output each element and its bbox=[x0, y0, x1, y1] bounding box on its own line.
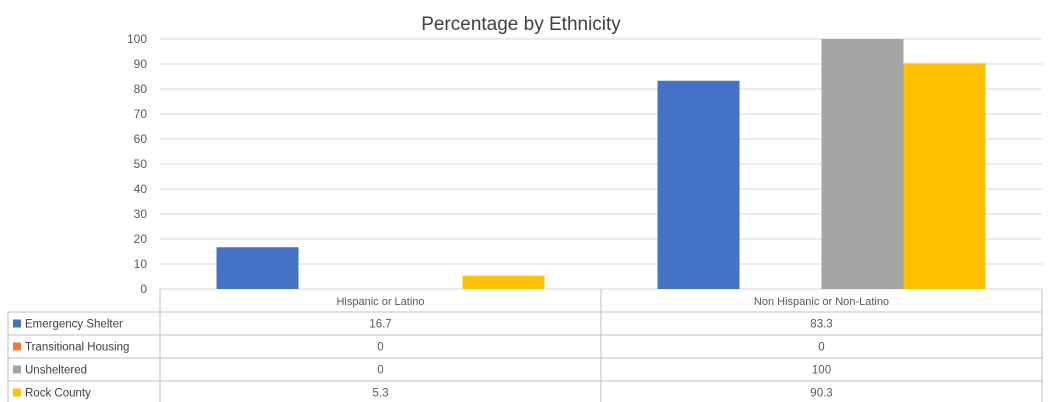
data-label: 0 bbox=[377, 365, 383, 377]
y-axis: 0 10 20 30 40 50 60 70 80 90 100 bbox=[127, 32, 147, 296]
y-tick-label: 50 bbox=[134, 157, 148, 171]
y-tick-label: 70 bbox=[134, 107, 148, 121]
legend-swatch bbox=[13, 319, 21, 328]
legend-label: Unsheltered bbox=[25, 365, 87, 377]
data-label: 16.7 bbox=[369, 319, 391, 331]
legend-label: Transitional Housing bbox=[25, 342, 129, 354]
legend-label: Rock County bbox=[25, 388, 91, 400]
data-table: Hispanic or Latino Non Hispanic or Non-La… bbox=[7, 289, 1043, 402]
bar-emergency-shelter bbox=[216, 247, 299, 289]
y-tick-label: 30 bbox=[134, 207, 148, 221]
bar-unsheltered bbox=[821, 39, 904, 289]
y-tick-label: 10 bbox=[134, 257, 148, 271]
bars bbox=[216, 39, 986, 289]
y-tick-label: 20 bbox=[134, 232, 148, 246]
category-label: Non Hispanic or Non-Latino bbox=[754, 296, 889, 308]
data-label: 5.3 bbox=[373, 388, 389, 400]
y-tick-label: 90 bbox=[134, 57, 148, 71]
category-label: Hispanic or Latino bbox=[336, 296, 424, 308]
bar-rock-county bbox=[903, 63, 986, 289]
data-label: 0 bbox=[377, 342, 383, 354]
bar-rock-county bbox=[462, 275, 545, 289]
data-label: 0 bbox=[818, 342, 824, 354]
y-tick-label: 60 bbox=[134, 132, 148, 146]
y-tick-label: 40 bbox=[134, 182, 148, 196]
y-tick-label: 80 bbox=[134, 82, 148, 96]
bar-emergency-shelter bbox=[657, 80, 740, 289]
legend-label: Emergency Shelter bbox=[25, 319, 123, 331]
y-tick-label: 100 bbox=[127, 32, 147, 46]
legend-swatch bbox=[13, 388, 21, 397]
data-label: 100 bbox=[812, 365, 831, 377]
data-label: 83.3 bbox=[810, 319, 832, 331]
legend-swatch bbox=[13, 342, 21, 351]
y-tick-label: 0 bbox=[140, 282, 147, 296]
data-label: 90.3 bbox=[810, 388, 832, 400]
chart-title: Percentage by Ethnicity bbox=[421, 14, 621, 35]
legend-swatch bbox=[13, 365, 21, 374]
